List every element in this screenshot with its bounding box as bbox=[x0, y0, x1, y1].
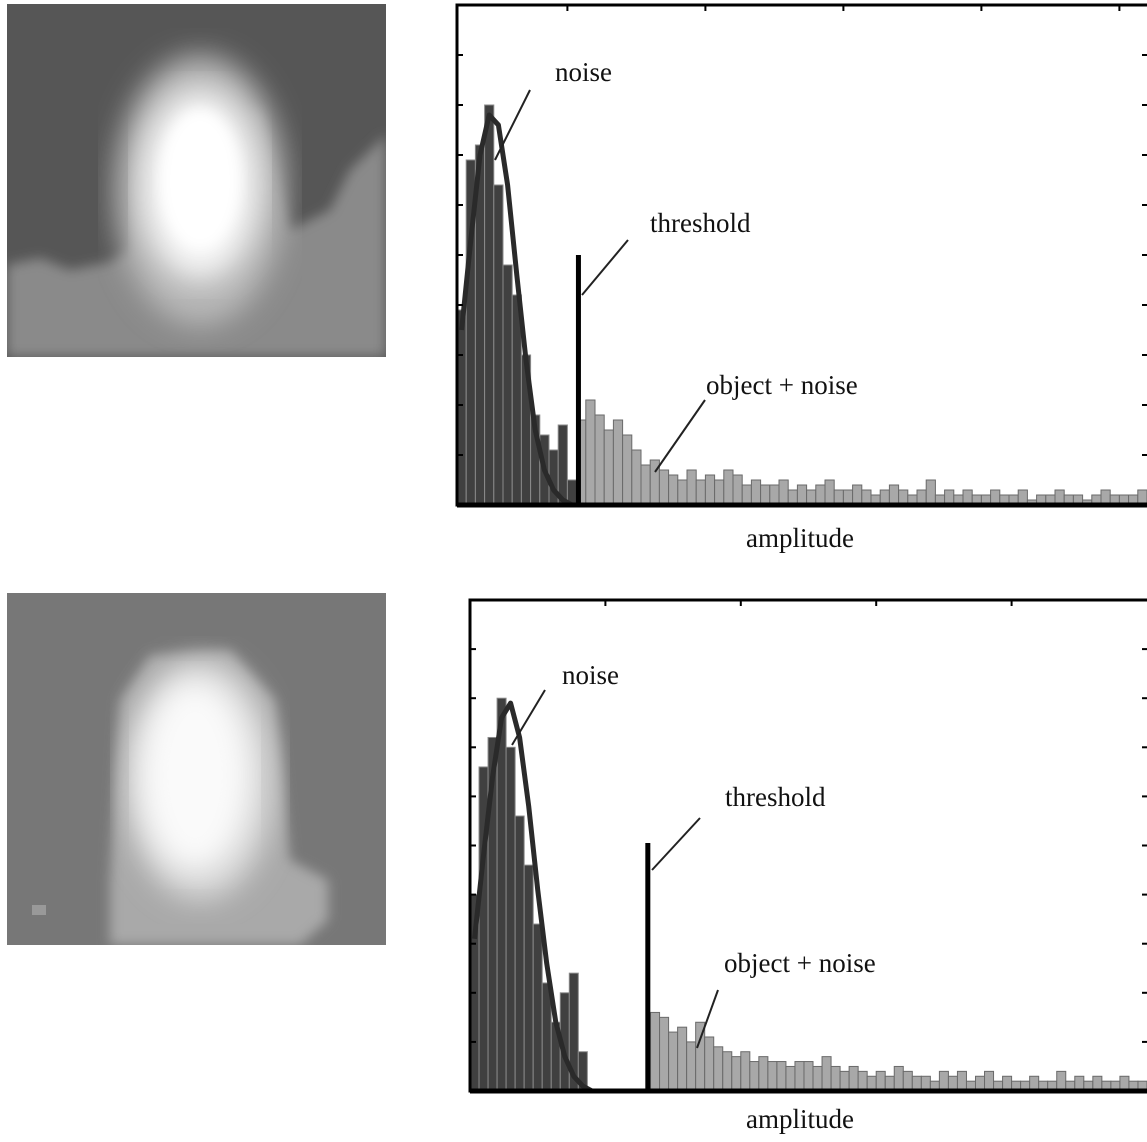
histogram-bar bbox=[741, 1052, 750, 1091]
x-axis-label: amplitude bbox=[746, 523, 854, 553]
label-backdrop bbox=[723, 785, 724, 786]
histogram-bar bbox=[779, 480, 788, 505]
histogram-bar bbox=[715, 480, 724, 505]
histogram-bar bbox=[641, 465, 650, 505]
histogram-bar bbox=[797, 485, 806, 505]
histogram-bar bbox=[853, 485, 862, 505]
label-backdrop bbox=[648, 211, 649, 212]
histogram-bar bbox=[586, 400, 595, 505]
histogram-bar bbox=[669, 1032, 678, 1091]
label-backdrop bbox=[722, 951, 723, 952]
histogram-bar bbox=[705, 1037, 714, 1091]
histogram-bar bbox=[669, 475, 678, 505]
histogram-bar bbox=[761, 485, 770, 505]
histogram-bar bbox=[497, 698, 506, 1091]
histogram-bar bbox=[604, 430, 613, 505]
histogram-bar bbox=[985, 1071, 994, 1091]
leader-line bbox=[655, 400, 705, 472]
histogram-bar bbox=[786, 1066, 795, 1091]
histogram-bar bbox=[750, 1062, 759, 1091]
annotation-object: object + noise bbox=[706, 370, 858, 400]
histogram-bar bbox=[687, 470, 696, 505]
histogram-bar bbox=[613, 420, 622, 505]
histogram-bar bbox=[759, 1057, 768, 1091]
histogram-bar bbox=[678, 1027, 687, 1091]
label-backdrop bbox=[560, 663, 561, 664]
histogram-bar bbox=[515, 816, 524, 1091]
image-top bbox=[7, 4, 386, 357]
histogram-bar bbox=[894, 1066, 903, 1091]
histogram-bar bbox=[732, 1057, 741, 1091]
histogram-bar bbox=[623, 435, 632, 505]
page: {"chart_data": [ {"type": "histogram", "… bbox=[0, 0, 1147, 1142]
histogram-bar bbox=[651, 1012, 660, 1091]
histogram-bar bbox=[768, 1062, 777, 1091]
histogram-bar bbox=[524, 865, 533, 1091]
histogram-bar bbox=[939, 1071, 948, 1091]
histogram-bar bbox=[804, 1062, 813, 1091]
histogram-bar bbox=[825, 480, 834, 505]
histogram-bar bbox=[723, 1052, 732, 1091]
histogram-bar bbox=[660, 1017, 669, 1091]
histogram-bar bbox=[714, 1047, 723, 1091]
histogram-bar bbox=[494, 185, 503, 505]
histogram-bar bbox=[1057, 1071, 1066, 1091]
histogram-bar bbox=[485, 105, 494, 505]
histogram-bar bbox=[903, 1071, 912, 1091]
histogram-bar bbox=[876, 1071, 885, 1091]
histogram-bar bbox=[632, 450, 641, 505]
histogram-bar bbox=[770, 485, 779, 505]
histogram-bar bbox=[503, 265, 512, 505]
histogram-bar bbox=[813, 1066, 822, 1091]
histogram-bar bbox=[742, 485, 751, 505]
leader-line bbox=[582, 240, 628, 295]
histogram-bar bbox=[724, 470, 733, 505]
leader-line bbox=[652, 818, 700, 870]
histogram-bar bbox=[659, 470, 668, 505]
image-bottom bbox=[7, 593, 386, 945]
histogram-bar bbox=[678, 480, 687, 505]
histogram-bar bbox=[705, 475, 714, 505]
x-axis-label: amplitude bbox=[746, 1104, 854, 1134]
histogram-bar bbox=[533, 924, 542, 1091]
histogram-bar bbox=[822, 1057, 831, 1091]
label-backdrop bbox=[704, 373, 705, 374]
histogram-bar bbox=[696, 480, 705, 505]
histogram-bar bbox=[595, 415, 604, 505]
histogram-bar bbox=[777, 1062, 786, 1091]
histogram-bar bbox=[816, 485, 825, 505]
histogram-bar bbox=[506, 747, 515, 1091]
figure: noise threshold object + noise amplitude noi… bbox=[0, 0, 1147, 1137]
histogram-bar bbox=[840, 1071, 849, 1091]
histogram-bar bbox=[957, 1071, 966, 1091]
label-backdrop bbox=[553, 60, 554, 61]
histogram-bar bbox=[889, 485, 898, 505]
annotation-threshold: threshold bbox=[725, 782, 826, 812]
histogram-bar bbox=[858, 1071, 867, 1091]
histogram-bar bbox=[687, 1042, 696, 1091]
annotation-noise: noise bbox=[562, 660, 619, 690]
histogram-bar bbox=[795, 1062, 804, 1091]
histogram-bar bbox=[733, 475, 742, 505]
annotation-noise: noise bbox=[555, 57, 612, 87]
histogram-bar bbox=[849, 1066, 858, 1091]
histogram-bar bbox=[751, 480, 760, 505]
annotation-object: object + noise bbox=[724, 948, 876, 978]
histogram-bar bbox=[831, 1066, 840, 1091]
annotation-threshold: threshold bbox=[650, 208, 751, 238]
histogram-bar bbox=[926, 480, 935, 505]
